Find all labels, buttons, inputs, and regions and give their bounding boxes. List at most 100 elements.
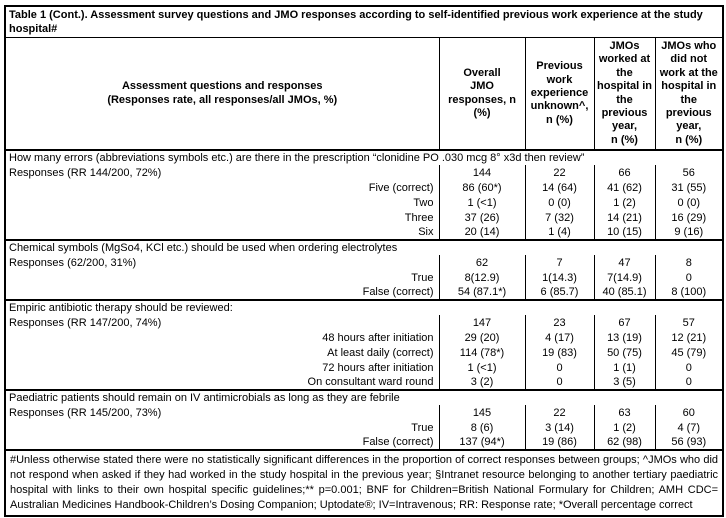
row-label: Responses (RR 144/200, 72%) <box>9 166 162 179</box>
table-row: Three 37 (26) 7 (32) 14 (21) 16 (29) <box>5 210 724 226</box>
cell-value: 0 (0) <box>654 195 724 211</box>
cell-value: 0 <box>654 360 724 376</box>
cell-value: 54 (87.1*) <box>438 285 525 301</box>
cell-value: 45 (79) <box>654 345 724 361</box>
cell-value: 50 (75) <box>593 345 655 361</box>
question-text: Chemical symbols (MgSo4, KCl etc.) shoul… <box>5 239 724 256</box>
question-row: How many errors (abbreviations symbols e… <box>5 149 724 166</box>
table-row: Responses (RR 145/200, 73%) 145 22 63 60 <box>5 405 724 421</box>
table-row: False (correct) 137 (94*) 19 (86) 62 (98… <box>5 435 724 451</box>
cell-value: 62 <box>438 255 525 271</box>
cell-value: 4 (7) <box>654 420 724 436</box>
question-row: Empiric antibiotic therapy should be rev… <box>5 299 724 316</box>
question-text: How many errors (abbreviations symbols e… <box>5 149 724 166</box>
cell-value: 12 (21) <box>654 330 724 346</box>
cell-value: 57 <box>654 315 724 331</box>
cell-value: 0 <box>654 375 724 391</box>
row-label: False (correct) <box>362 436 434 449</box>
row-label: 48 hours after initiation <box>322 331 434 344</box>
cell-value: 3 (5) <box>593 375 655 391</box>
cell-value: 1(14.3) <box>524 270 594 286</box>
cell-value: 0 (0) <box>524 195 594 211</box>
table-row: Two 1 (<1) 0 (0) 1 (2) 0 (0) <box>5 195 724 211</box>
cell-value: 86 (60*) <box>438 180 525 196</box>
cell-value: 62 (98) <box>593 435 655 451</box>
table-row: Responses (RR 147/200, 74%) 147 23 67 57 <box>5 315 724 331</box>
table-row: Responses (62/200, 31%) 62 7 47 8 <box>5 255 724 271</box>
cell-value: 20 (14) <box>438 225 525 241</box>
table-row: False (correct) 54 (87.1*) 6 (85.7) 40 (… <box>5 285 724 301</box>
question-row: Chemical symbols (MgSo4, KCl etc.) shoul… <box>5 239 724 256</box>
cell-value: 0 <box>524 375 594 391</box>
table-row: Responses (RR 144/200, 72%) 144 22 66 56 <box>5 165 724 181</box>
row-label: True <box>411 421 434 434</box>
cell-value: 63 <box>593 405 655 421</box>
question-text: Empiric antibiotic therapy should be rev… <box>5 299 724 316</box>
cell-value: 67 <box>593 315 655 331</box>
cell-value: 14 (21) <box>593 210 655 226</box>
table-row: At least daily (correct) 114 (78*) 19 (8… <box>5 345 724 361</box>
cell-value: 23 <box>524 315 594 331</box>
table-title: Table 1 (Cont.). Assessment survey quest… <box>5 6 724 38</box>
table-row: True 8(12.9) 1(14.3) 7(14.9) 0 <box>5 270 724 286</box>
row-label: Responses (RR 145/200, 73%) <box>9 406 162 419</box>
cell-value: 29 (20) <box>438 330 525 346</box>
cell-value: 147 <box>438 315 525 331</box>
row-label: At least daily (correct) <box>327 346 434 359</box>
cell-value: 7 (32) <box>524 210 594 226</box>
table-row: Six 20 (14) 1 (4) 10 (15) 9 (16) <box>5 225 724 241</box>
cell-value: 56 (93) <box>654 435 724 451</box>
cell-value: 3 (2) <box>438 375 525 391</box>
cell-value: 7(14.9) <box>593 270 655 286</box>
cell-value: 47 <box>593 255 655 271</box>
cell-value: 56 <box>654 165 724 181</box>
row-label: Six <box>418 226 434 239</box>
cell-value: 31 (55) <box>654 180 724 196</box>
assessment-table: Table 1 (Cont.). Assessment survey quest… <box>4 5 725 518</box>
cell-value: 14 (64) <box>524 180 594 196</box>
row-label: Three <box>404 211 434 224</box>
title-row: Table 1 (Cont.). Assessment survey quest… <box>5 6 724 38</box>
row-label: Five (correct) <box>368 181 434 194</box>
question-text: Paediatric patients should remain on IV … <box>5 389 724 406</box>
cell-value: 144 <box>438 165 525 181</box>
row-label: 72 hours after initiation <box>322 361 434 374</box>
cell-value: 22 <box>524 165 594 181</box>
table-row: 48 hours after initiation 29 (20) 4 (17)… <box>5 330 724 346</box>
cell-value: 145 <box>438 405 525 421</box>
row-label: Responses (RR 147/200, 74%) <box>9 316 162 329</box>
cell-value: 0 <box>654 270 724 286</box>
cell-value: 41 (62) <box>593 180 655 196</box>
cell-value: 1 (2) <box>593 195 655 211</box>
cell-value: 22 <box>524 405 594 421</box>
column-header-worked: JMOs worked at the hospital in the previ… <box>593 37 655 152</box>
cell-value: 1 (<1) <box>438 195 525 211</box>
table-row: 72 hours after initiation 1 (<1) 0 1 (1)… <box>5 360 724 376</box>
cell-value: 0 <box>524 360 594 376</box>
cell-value: 40 (85.1) <box>593 285 655 301</box>
cell-value: 8 (6) <box>438 420 525 436</box>
cell-value: 8 (100) <box>654 285 724 301</box>
cell-value: 8 <box>654 255 724 271</box>
cell-value: 7 <box>524 255 594 271</box>
column-header-overall: Overall JMO responses, n (%) <box>438 37 525 152</box>
cell-value: 16 (29) <box>654 210 724 226</box>
cell-value: 13 (19) <box>593 330 655 346</box>
row-label: True <box>411 271 434 284</box>
cell-value: 3 (14) <box>524 420 594 436</box>
column-header-questions: Assessment questions and responses (Resp… <box>5 37 439 152</box>
footnote-row: #Unless otherwise stated there were no s… <box>5 449 724 517</box>
header-row: Assessment questions and responses (Resp… <box>5 37 724 152</box>
table-row: Five (correct) 86 (60*) 14 (64) 41 (62) … <box>5 180 724 196</box>
row-label: On consultant ward round <box>307 376 434 389</box>
cell-value: 66 <box>593 165 655 181</box>
table-row: On consultant ward round 3 (2) 0 3 (5) 0 <box>5 375 724 391</box>
table-row: True 8 (6) 3 (14) 1 (2) 4 (7) <box>5 420 724 436</box>
cell-value: 1 (4) <box>524 225 594 241</box>
cell-value: 60 <box>654 405 724 421</box>
column-header-unknown: Previous work experience unknown^, n (%) <box>524 37 594 152</box>
cell-value: 114 (78*) <box>438 345 525 361</box>
table-footnote: #Unless otherwise stated there were no s… <box>5 449 724 517</box>
cell-value: 19 (83) <box>524 345 594 361</box>
cell-value: 1 (<1) <box>438 360 525 376</box>
